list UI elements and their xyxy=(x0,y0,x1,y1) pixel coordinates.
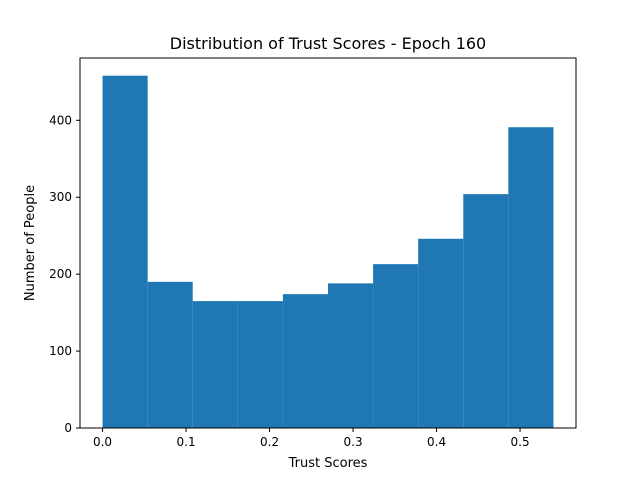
histogram-bar xyxy=(237,301,283,428)
chart-title: Distribution of Trust Scores - Epoch 160 xyxy=(170,34,486,53)
histogram-bar xyxy=(192,301,238,428)
x-axis-ticks: 0.0 0.1 0.2 0.3 0.4 0.5 xyxy=(93,428,530,449)
y-tick-label: 200 xyxy=(49,267,72,281)
histogram-bar xyxy=(282,294,328,428)
y-tick-label: 100 xyxy=(49,344,72,358)
histogram-bar xyxy=(147,281,193,428)
histogram-bar xyxy=(328,283,374,428)
x-tick-label: 0.2 xyxy=(260,435,279,449)
histogram-bar xyxy=(373,264,419,428)
histogram-bar xyxy=(463,194,509,428)
x-tick-label: 0.5 xyxy=(511,435,530,449)
y-tick-label: 400 xyxy=(49,113,72,127)
y-tick-label: 0 xyxy=(64,421,72,435)
x-tick-label: 0.0 xyxy=(93,435,112,449)
x-tick-label: 0.4 xyxy=(427,435,446,449)
histogram-bar xyxy=(508,127,554,428)
bars-layer xyxy=(102,75,554,428)
histogram-bar xyxy=(102,75,148,428)
x-tick-label: 0.3 xyxy=(344,435,363,449)
plot-frame xyxy=(79,57,577,429)
y-axis-label: Number of People xyxy=(23,185,38,301)
x-axis-label: Trust Scores xyxy=(288,456,368,471)
x-tick-label: 0.1 xyxy=(177,435,196,449)
histogram-bar xyxy=(418,238,464,428)
y-axis-ticks: 0 100 200 300 400 xyxy=(49,113,80,435)
y-tick-label: 300 xyxy=(49,190,72,204)
